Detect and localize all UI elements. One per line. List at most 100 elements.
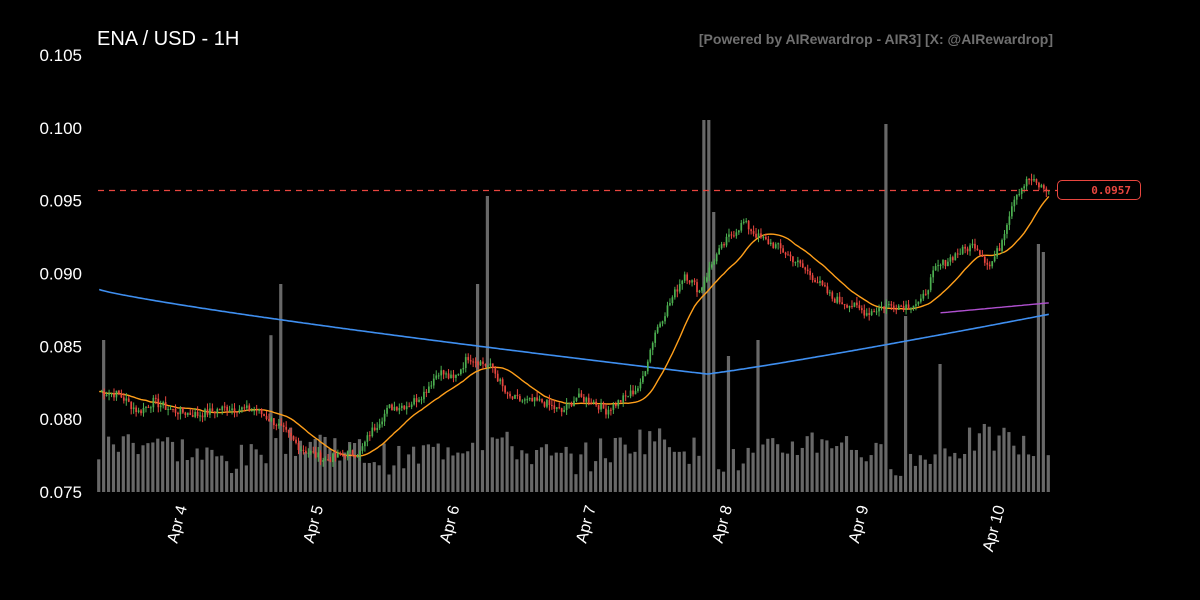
candle-body bbox=[528, 398, 531, 400]
volume-bar bbox=[781, 452, 785, 492]
volume-bar bbox=[908, 453, 913, 492]
candle-body bbox=[929, 277, 932, 291]
volume-bar bbox=[948, 456, 952, 492]
volume-bar bbox=[1041, 252, 1045, 492]
volume-bar bbox=[638, 429, 642, 492]
volume-bar bbox=[377, 465, 381, 492]
candle-body bbox=[555, 407, 558, 410]
candle-body bbox=[519, 396, 521, 401]
volume-bar bbox=[539, 447, 544, 492]
candle-body bbox=[1028, 178, 1030, 180]
candle-body bbox=[1023, 186, 1026, 189]
volume-bar bbox=[844, 436, 849, 492]
candle-body bbox=[1033, 179, 1035, 181]
candle-body bbox=[747, 220, 750, 230]
candle-body bbox=[725, 236, 728, 246]
x-tick-label: Apr 10 bbox=[980, 504, 1009, 554]
volume-bar bbox=[303, 452, 307, 492]
volume-bar bbox=[372, 462, 376, 492]
volume-bar bbox=[244, 465, 248, 492]
candle-body bbox=[324, 459, 327, 461]
candle-body bbox=[105, 394, 108, 396]
candle-body bbox=[796, 260, 799, 263]
candle-body bbox=[213, 411, 216, 413]
y-tick-label: 0.100 bbox=[39, 119, 82, 138]
candle-body bbox=[526, 399, 529, 401]
candle-body bbox=[683, 274, 686, 281]
candle-body bbox=[777, 243, 780, 245]
candle-body bbox=[462, 367, 465, 370]
volume-bar bbox=[904, 316, 908, 492]
candle-body bbox=[878, 308, 880, 312]
volume-bar bbox=[992, 450, 996, 492]
volume-bar bbox=[500, 437, 504, 492]
candle-body bbox=[998, 248, 1001, 251]
volume-bar bbox=[318, 434, 322, 492]
candle-body bbox=[154, 397, 157, 399]
candle-body bbox=[383, 413, 386, 422]
candle-body bbox=[833, 298, 836, 303]
candle-body bbox=[100, 391, 103, 393]
candle-body bbox=[560, 408, 563, 412]
volume-bar bbox=[151, 442, 155, 492]
candle-body bbox=[140, 410, 142, 414]
candle-body bbox=[804, 267, 807, 270]
candle-body bbox=[937, 265, 939, 267]
candle-body bbox=[182, 407, 184, 413]
candle-body bbox=[351, 450, 354, 456]
volume-bar bbox=[598, 438, 603, 492]
candle-body bbox=[976, 248, 979, 251]
candle-body bbox=[885, 304, 888, 309]
volume-bar bbox=[274, 438, 278, 492]
volume-bar bbox=[106, 436, 111, 492]
volume-bar bbox=[456, 452, 460, 492]
candle-body bbox=[413, 398, 415, 405]
candle-body bbox=[799, 260, 802, 264]
candle-body bbox=[688, 280, 691, 283]
y-tick-label: 0.080 bbox=[39, 410, 82, 429]
candle-body bbox=[575, 397, 578, 401]
volume-bar bbox=[461, 453, 465, 492]
volume-bar bbox=[741, 463, 745, 492]
candle-body bbox=[292, 436, 295, 440]
candle-body bbox=[932, 270, 935, 278]
candle-body bbox=[627, 396, 629, 398]
candle-body bbox=[450, 374, 452, 379]
volume-bar bbox=[525, 453, 529, 492]
candle-body bbox=[184, 412, 187, 415]
candle-body bbox=[364, 441, 366, 447]
candle-body bbox=[543, 402, 546, 407]
candle-body bbox=[201, 415, 204, 418]
candle-body bbox=[361, 446, 364, 451]
candle-body bbox=[482, 361, 484, 365]
candle-body bbox=[794, 262, 797, 264]
volume-bar bbox=[731, 449, 735, 492]
candle-body bbox=[676, 289, 679, 292]
candle-body bbox=[767, 239, 770, 245]
candle-body bbox=[457, 374, 460, 376]
candle-body bbox=[533, 397, 536, 402]
volume-bar bbox=[308, 441, 312, 492]
volume-bar bbox=[357, 439, 362, 492]
candle-body bbox=[644, 371, 647, 377]
candle-body bbox=[135, 407, 137, 413]
candle-body bbox=[509, 393, 511, 397]
volume-bar bbox=[953, 452, 957, 492]
candle-body bbox=[277, 423, 280, 426]
candle-body bbox=[226, 406, 229, 411]
volume-bar bbox=[156, 438, 160, 492]
volume-bar bbox=[672, 451, 676, 492]
candle-body bbox=[824, 285, 826, 287]
candle-body bbox=[487, 365, 489, 367]
candle-body bbox=[988, 264, 991, 267]
candle-body bbox=[784, 252, 787, 255]
volume-bar bbox=[967, 427, 972, 492]
candle-body bbox=[868, 313, 871, 315]
y-tick-label: 0.075 bbox=[39, 483, 82, 502]
candle-body bbox=[536, 397, 538, 401]
volume-bar bbox=[958, 458, 962, 492]
candle-body bbox=[910, 308, 912, 310]
volume-bar bbox=[835, 446, 839, 492]
candle-body bbox=[740, 222, 743, 231]
volume-bar bbox=[805, 436, 809, 492]
